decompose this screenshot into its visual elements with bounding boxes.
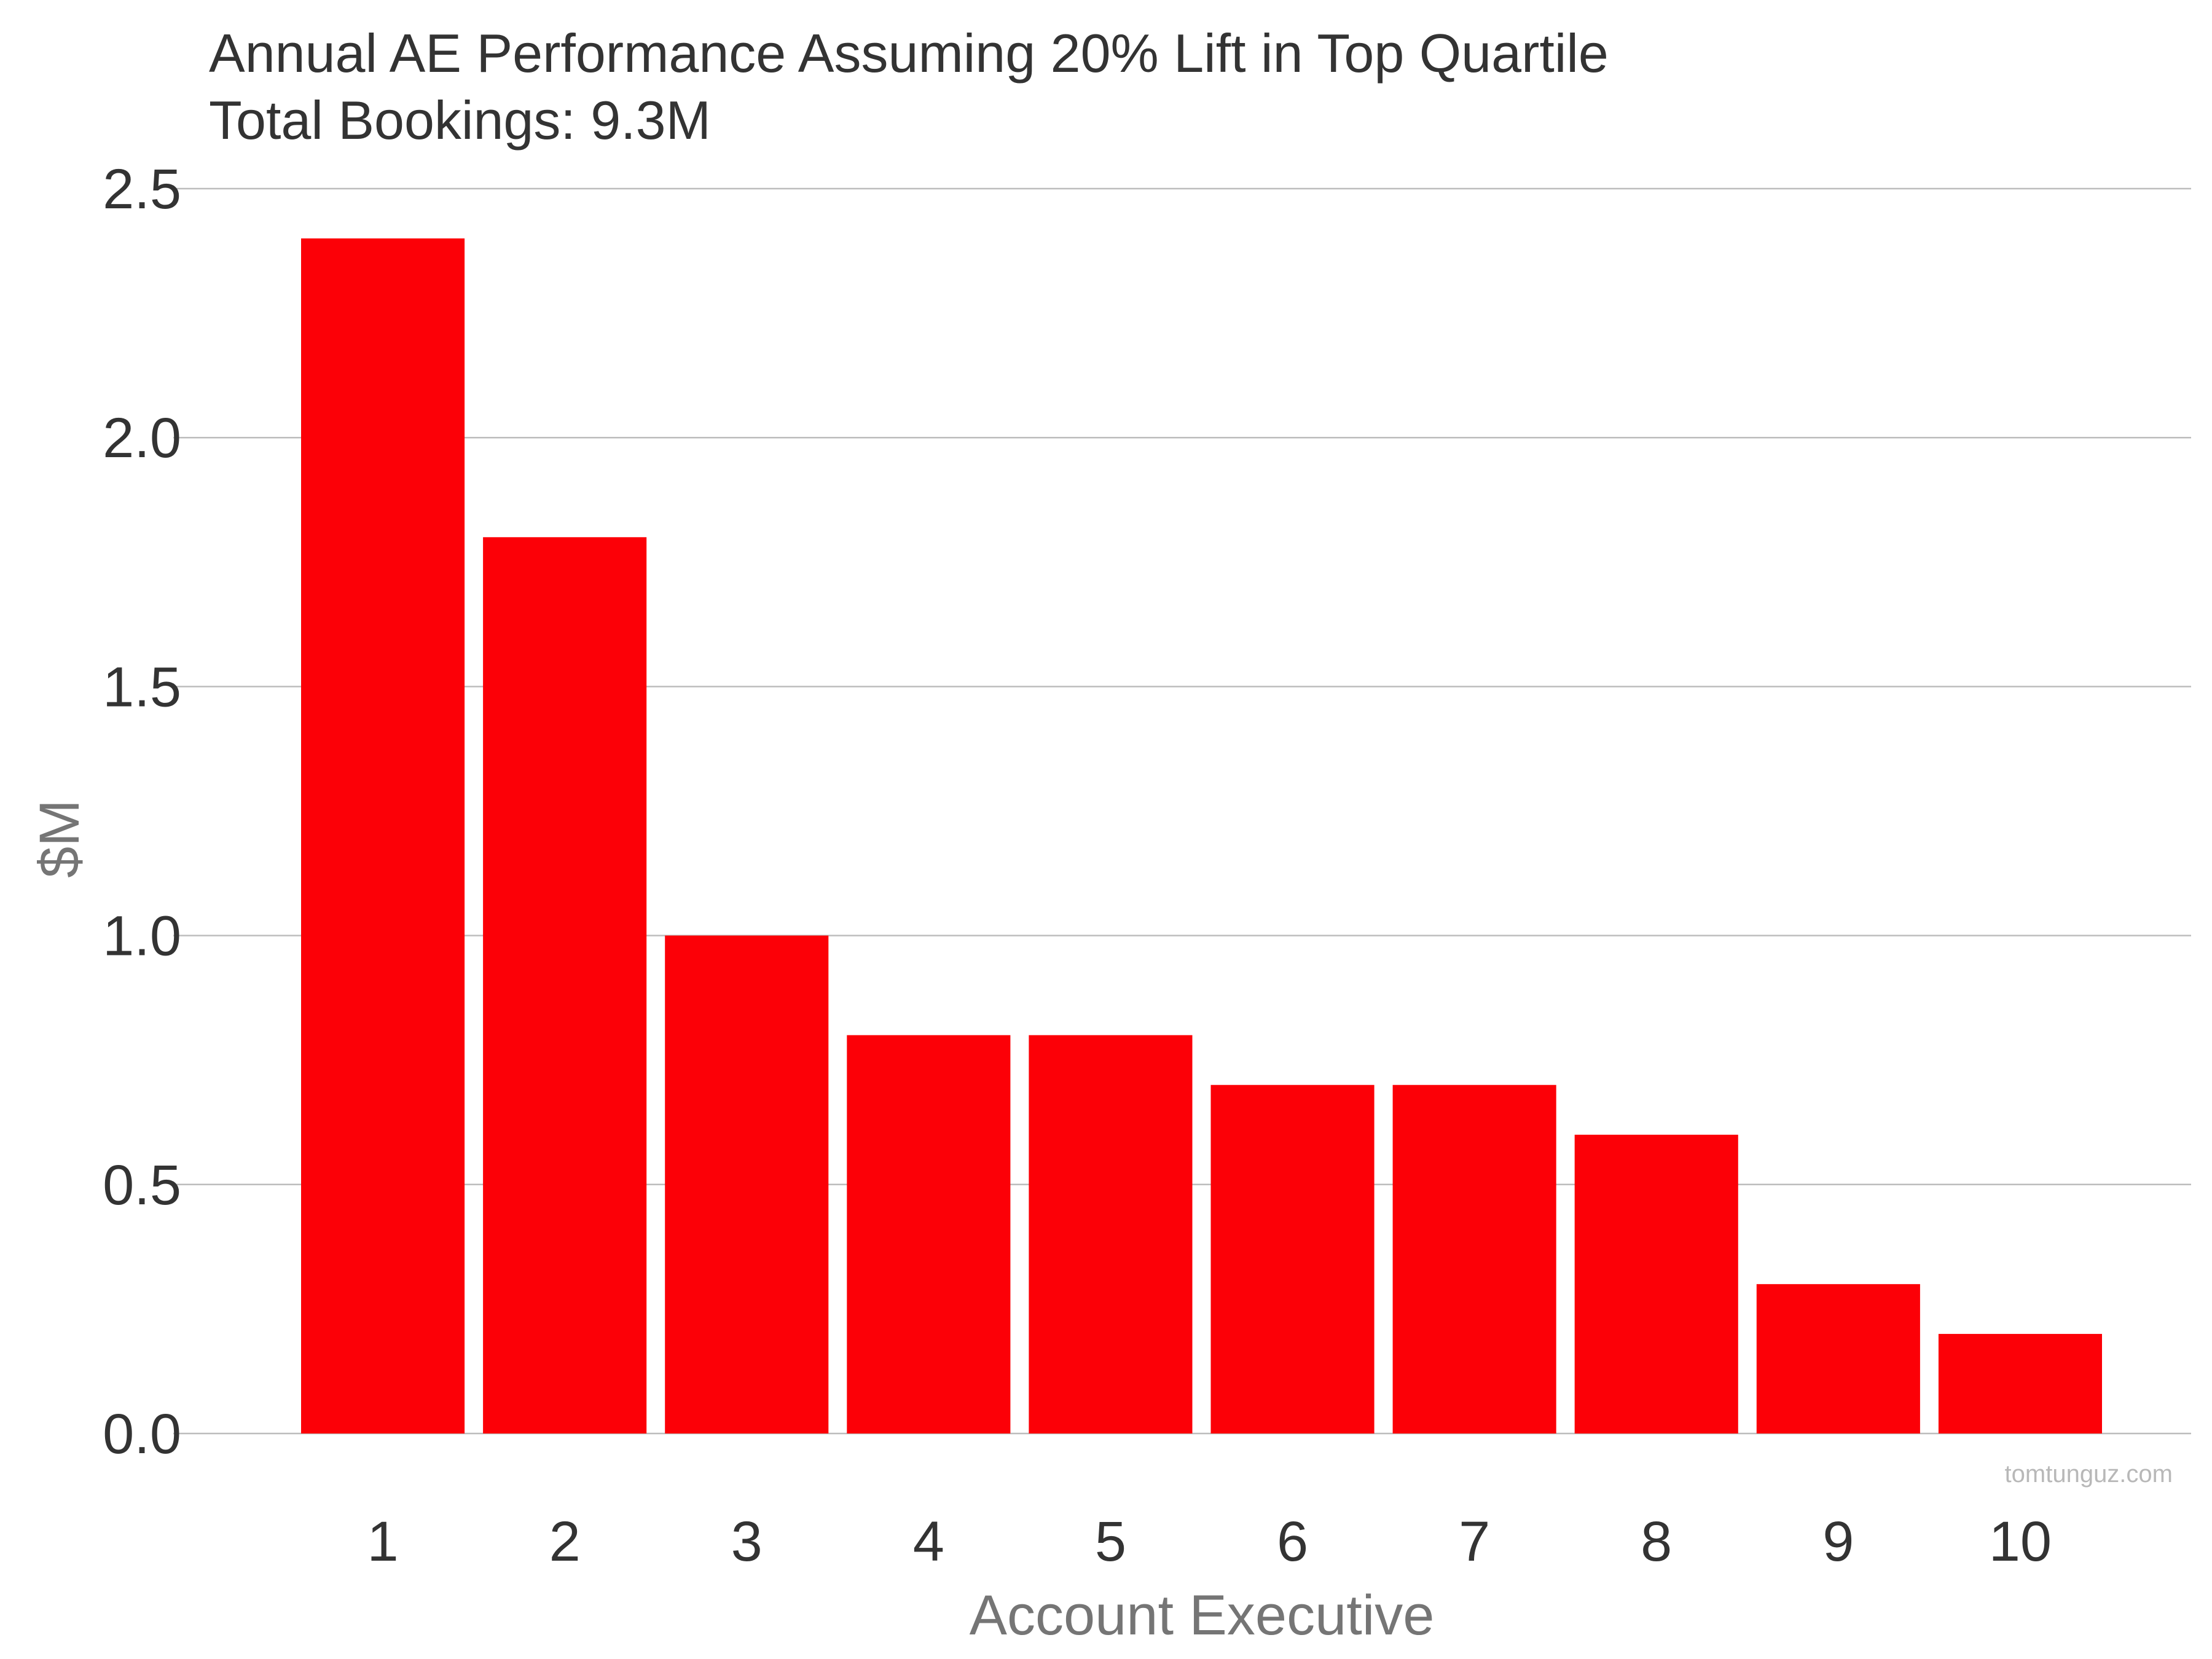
bars: [301, 238, 2102, 1433]
x-tick-label: 9: [1822, 1510, 1854, 1573]
x-tick-label: 7: [1459, 1510, 1490, 1573]
y-tick-label: 2.0: [103, 407, 181, 469]
bar-6: [1210, 1084, 1375, 1433]
x-tick-label: 1: [367, 1510, 398, 1573]
bar-7: [1392, 1084, 1556, 1433]
bar-10: [1938, 1333, 2102, 1433]
x-tick-label: 2: [549, 1510, 581, 1573]
x-tick-label: 5: [1095, 1510, 1126, 1573]
bar-4: [847, 1035, 1011, 1433]
x-tick-label: 8: [1641, 1510, 1672, 1573]
x-tick-label: 6: [1277, 1510, 1308, 1573]
x-tick-label: 10: [1989, 1510, 2052, 1573]
x-tick-label: 3: [731, 1510, 763, 1573]
bar-8: [1574, 1134, 1738, 1433]
bar-3: [665, 935, 829, 1433]
y-tick-label: 2.5: [103, 158, 181, 221]
y-axis-title: $M: [28, 799, 91, 878]
chart-subtitle: Total Bookings: 9.3M: [209, 90, 711, 151]
y-tick-label: 0.5: [103, 1154, 181, 1217]
bar-1: [301, 238, 465, 1433]
bar-2: [483, 537, 647, 1433]
x-tick-label: 4: [913, 1510, 944, 1573]
y-tick-label: 1.0: [103, 905, 181, 968]
x-axis-title: Account Executive: [970, 1584, 1435, 1647]
y-axis-tick-labels: 0.0 0.5 1.0 1.5 2.0 2.5: [103, 158, 181, 1465]
chart-title: Annual AE Performance Assuming 20% Lift …: [209, 23, 1609, 84]
y-tick-label: 0.0: [103, 1403, 181, 1465]
bar-5: [1029, 1035, 1193, 1433]
bar-9: [1756, 1284, 1920, 1433]
x-axis-tick-labels: 1 2 3 4 5 6 7 8 9 10: [367, 1510, 2052, 1573]
watermark-text: tomtunguz.com: [2005, 1461, 2173, 1488]
y-tick-label: 1.5: [103, 656, 181, 718]
